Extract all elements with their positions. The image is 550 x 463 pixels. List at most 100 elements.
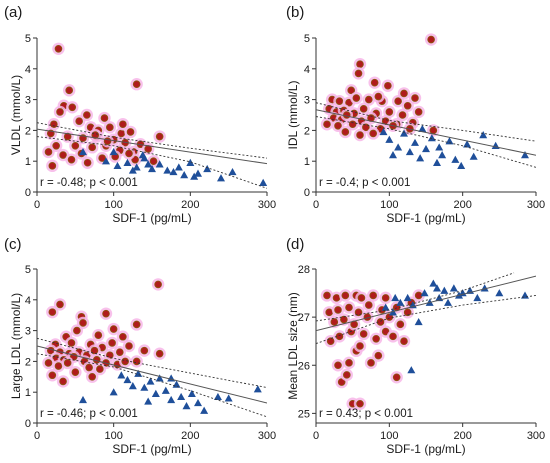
data-point-circle (342, 111, 351, 119)
correlation-annotation: r = -0.48; p < 0.001 (40, 177, 138, 189)
data-point-circle (381, 294, 390, 302)
x-axis-label: SDF-1 (pg/mL) (112, 211, 191, 225)
data-point-circle (125, 149, 133, 158)
y-tick-label: 4 (25, 64, 31, 76)
x-axis-label: SDF-1 (pg/mL) (386, 442, 465, 456)
data-point-circle (126, 128, 135, 136)
data-point-circle (356, 131, 364, 139)
data-point-circle (323, 120, 331, 129)
data-point-circle (56, 300, 64, 309)
data-point-circle (103, 137, 112, 145)
data-point-triangle (102, 157, 110, 165)
data-point-circle (348, 120, 357, 129)
data-point-circle (100, 114, 109, 122)
data-point-triangle (169, 167, 178, 176)
y-tick-label: 2 (25, 125, 31, 137)
data-point-triangle (411, 138, 419, 146)
data-point-circle (67, 155, 76, 164)
data-point-circle (71, 142, 80, 150)
data-point-circle (102, 309, 110, 318)
data-point-triangle (396, 298, 405, 306)
data-point-triangle (420, 289, 429, 297)
data-point-triangle (429, 279, 438, 287)
data-point-circle (394, 97, 402, 105)
correlation-annotation: r = 0.43; p < 0.001 (319, 408, 413, 420)
data-point-circle (392, 373, 401, 382)
data-point-triangle (194, 169, 202, 177)
data-point-circle (125, 342, 133, 350)
data-point-circle (356, 60, 364, 68)
ci-lower-line (37, 136, 267, 189)
regression-line (316, 109, 536, 156)
data-point-circle (334, 306, 342, 314)
y-axis-label: Large LDL (mmol/L) (9, 293, 23, 399)
ci-upper-line (37, 122, 267, 159)
x-tick-label: 0 (313, 199, 319, 211)
y-tick-label: 28 (298, 264, 310, 276)
y-tick-label: 5 (25, 33, 31, 45)
data-point-circle (356, 342, 364, 350)
data-point-circle (359, 330, 368, 338)
data-point-triangle (433, 284, 441, 292)
data-point-triangle (161, 386, 170, 394)
data-point-circle (48, 371, 57, 380)
data-point-triangle (469, 152, 478, 160)
data-point-circle (340, 315, 348, 324)
data-point-circle (389, 332, 397, 341)
data-point-circle (332, 294, 341, 302)
data-point-circle (71, 368, 80, 376)
y-tick-label: 1 (304, 156, 310, 168)
panel-d: 0 100 200 300 25 26 27 28 (d) SDF-1 (pg/mL) Mean L… (286, 236, 545, 456)
data-point-circle (85, 363, 93, 372)
data-point-triangle (381, 303, 390, 311)
data-point-circle (48, 162, 57, 170)
data-point-circle (83, 158, 92, 167)
data-point-triangle (79, 147, 87, 156)
ci-upper-line (316, 272, 515, 322)
data-point-circle (326, 337, 335, 345)
data-point-circle (155, 349, 164, 358)
data-point-triangle (213, 392, 222, 401)
data-point-circle (411, 94, 419, 102)
y-tick-label: 26 (298, 360, 310, 372)
data-point-circle (347, 86, 356, 95)
y-tick-label: 1 (25, 156, 31, 168)
data-point-circle (403, 308, 412, 317)
data-point-triangle (379, 127, 388, 136)
data-point-circle (334, 361, 342, 370)
x-tick-label: 100 (104, 199, 122, 211)
data-point-circle (132, 357, 141, 366)
data-point-circle (116, 348, 124, 356)
data-point-circle (154, 280, 162, 289)
data-point-circle (400, 89, 408, 98)
data-point-triangle (457, 161, 466, 170)
data-point-circle (83, 111, 91, 119)
panel-label: (d) (286, 236, 304, 253)
data-point-circle (367, 359, 375, 367)
data-point-circle (63, 132, 72, 141)
data-point-triangle (155, 160, 164, 168)
data-point-triangle (79, 395, 87, 404)
correlation-annotation: r = -0.4; p < 0.001 (319, 177, 410, 189)
y-axis-label: IDL (mmol/L) (286, 81, 300, 150)
ci-upper-line (37, 337, 267, 389)
data-point-triangle (187, 389, 196, 397)
data-point-circle (381, 327, 390, 336)
data-point-circle (109, 325, 118, 333)
data-point-circle (429, 126, 438, 135)
data-point-triangle (435, 143, 444, 151)
x-tick-label: 200 (181, 430, 199, 442)
fit-lines (37, 337, 267, 418)
data-point-triangle (174, 163, 183, 171)
data-point-triangle (400, 129, 408, 137)
data-point-circle (335, 97, 344, 105)
data-point-triangle (128, 382, 137, 390)
regression-line (37, 345, 267, 404)
data-point-triangle (109, 388, 118, 396)
data-point-circle (384, 81, 392, 90)
x-tick-label: 300 (258, 430, 276, 442)
panel-label: (c) (4, 236, 22, 253)
data-point-triangle (405, 147, 414, 156)
data-point-triangle (128, 166, 137, 174)
